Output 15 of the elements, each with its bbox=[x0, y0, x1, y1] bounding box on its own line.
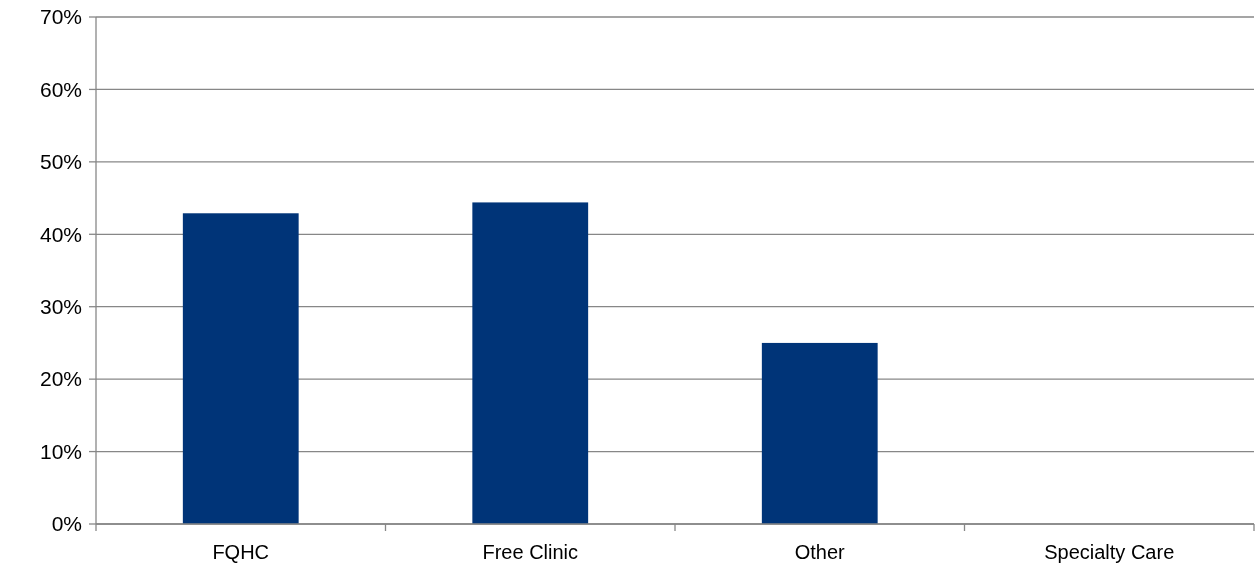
x-tick-label: Other bbox=[794, 541, 846, 563]
bar bbox=[182, 213, 299, 524]
bar bbox=[472, 202, 589, 524]
y-tick-label: 70% bbox=[39, 5, 82, 29]
y-tick-label: 0% bbox=[51, 512, 82, 536]
x-tick-label: Specialty Care bbox=[1044, 541, 1175, 563]
x-tick-label: Free Clinic bbox=[482, 541, 579, 563]
y-tick-label: 40% bbox=[39, 222, 82, 246]
y-tick-label: 20% bbox=[39, 367, 82, 391]
y-tick-label: 30% bbox=[39, 295, 82, 319]
x-tick-label: FQHC bbox=[212, 541, 270, 563]
y-tick-label: 60% bbox=[39, 77, 82, 101]
y-tick-label: 10% bbox=[39, 439, 82, 463]
y-tick-label: 50% bbox=[39, 150, 82, 174]
bar bbox=[761, 342, 878, 524]
